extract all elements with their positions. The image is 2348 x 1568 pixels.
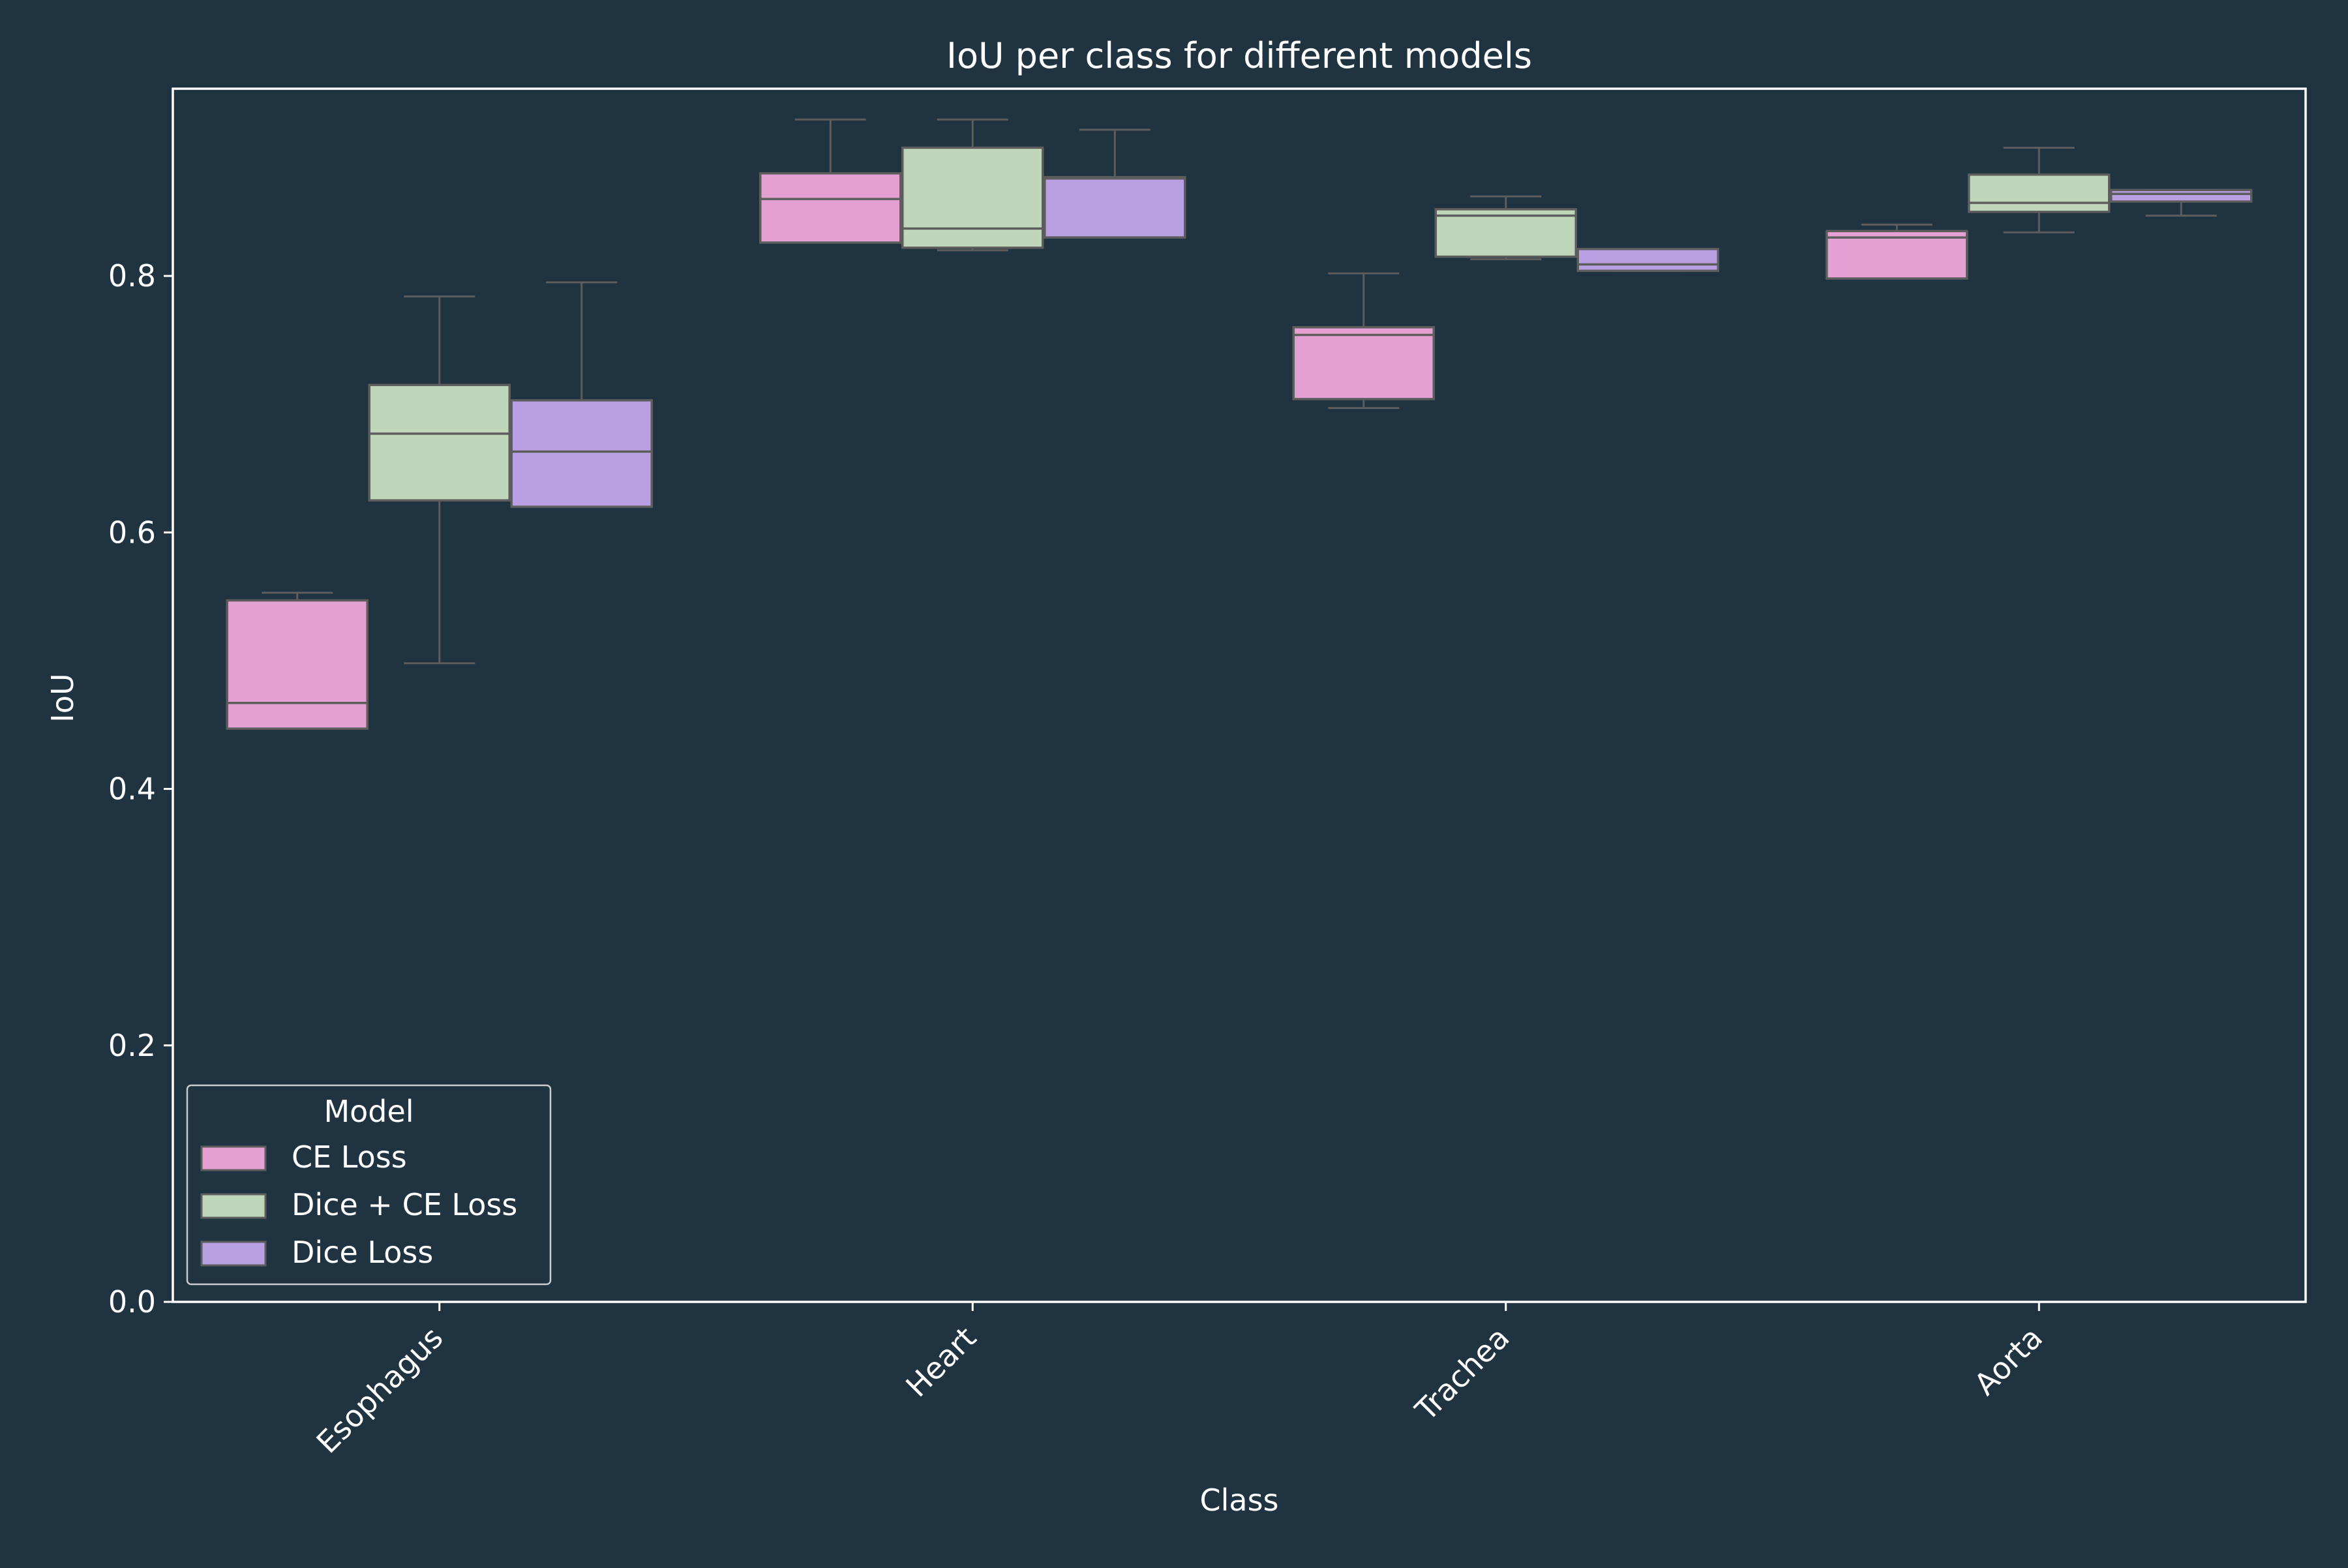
y-tick-label: 0.8 <box>108 258 156 294</box>
x-tick-label: Aorta <box>1967 1320 2049 1402</box>
legend: Model CE Loss Dice + CE Loss Dice Loss <box>186 1084 552 1286</box>
box-body <box>1576 248 1719 272</box>
box-ce-loss-heart <box>759 118 902 244</box>
x-tick-label: Trachea <box>1408 1320 1516 1428</box>
box-body <box>2110 188 2253 203</box>
box-body <box>759 172 902 244</box>
legend-item: Dice Loss <box>200 1235 433 1270</box>
box-dice-ce-loss-heart <box>901 118 1044 252</box>
legend-item: CE Loss <box>200 1139 407 1175</box>
y-tick-label: 0.0 <box>108 1284 156 1319</box>
box-ce-loss-esophagus <box>226 592 369 730</box>
box-dice-loss-trachea <box>1576 248 1719 272</box>
box-dice-ce-loss-aorta <box>1968 146 2111 234</box>
plot-frame <box>172 87 2307 1303</box>
chart-title: IoU per class for different models <box>946 35 1532 76</box>
legend-swatch <box>200 1193 267 1219</box>
x-axis-label: Class <box>1199 1483 1278 1518</box>
legend-label: CE Loss <box>292 1139 407 1175</box>
box-dice-loss-aorta <box>2110 188 2253 217</box>
x-tick-label: Heart <box>899 1320 983 1404</box>
box-body <box>1044 175 1186 239</box>
y-tick-label: 0.2 <box>108 1028 156 1063</box>
legend-frame <box>186 1084 552 1286</box>
legend-swatch <box>200 1145 267 1171</box>
box-dice-ce-loss-esophagus <box>368 295 511 665</box>
legend-title: Model <box>324 1094 414 1129</box>
box-body <box>1292 325 1435 400</box>
box-body <box>901 146 1044 249</box>
box-ce-loss-aorta <box>1826 223 1968 280</box>
y-axis-label: IoU <box>45 673 80 722</box>
box-body <box>1434 208 1577 258</box>
legend-swatch <box>200 1241 267 1267</box>
box-body <box>510 399 653 508</box>
box-body <box>226 599 369 730</box>
x-tick-label: Esophagus <box>310 1320 450 1460</box>
box-body <box>368 384 511 502</box>
box-dice-loss-esophagus <box>510 281 653 508</box>
y-tick-label: 0.4 <box>108 772 156 807</box>
y-tick-label: 0.6 <box>108 515 156 550</box>
box-dice-ce-loss-trachea <box>1434 195 1577 261</box>
legend-label: Dice Loss <box>292 1235 433 1270</box>
legend-item: Dice + CE Loss <box>200 1187 517 1222</box>
legend-label: Dice + CE Loss <box>292 1187 517 1222</box>
box-dice-loss-heart <box>1044 128 1186 239</box>
box-body <box>1826 230 1968 280</box>
box-body <box>1968 173 2111 213</box>
box-ce-loss-trachea <box>1292 272 1435 410</box>
